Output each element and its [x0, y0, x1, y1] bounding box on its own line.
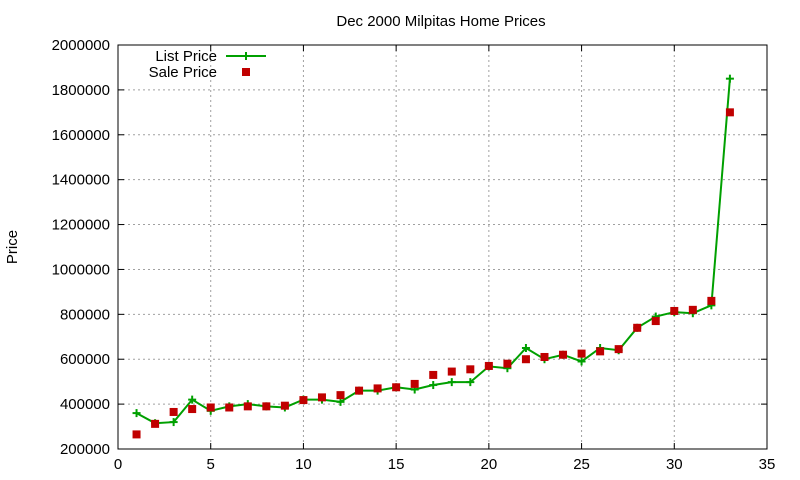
sale-price-point [373, 384, 382, 393]
y-tick-label: 200000 [60, 441, 110, 458]
sale-price-point [410, 379, 419, 388]
list-price-point [188, 395, 197, 404]
y-axis-label: Price [4, 230, 21, 264]
list-price-point [577, 357, 586, 366]
sale-price-point [336, 391, 345, 400]
sale-price-point [466, 365, 475, 374]
sale-price-point [651, 317, 660, 326]
sale-price-point [317, 393, 326, 402]
x-tick-label: 35 [759, 456, 776, 473]
y-tick-label: 1000000 [52, 261, 110, 278]
y-tick-label: 1800000 [52, 82, 110, 99]
sale-price-point [725, 108, 734, 117]
y-tick-label: 1200000 [52, 217, 110, 234]
y-tick-label: 1600000 [52, 127, 110, 144]
x-tick-label: 15 [388, 456, 405, 473]
sale-price-point [355, 386, 364, 395]
sale-price-point [225, 403, 234, 412]
legend-plus-marker [242, 52, 250, 60]
list-price-point [429, 381, 438, 390]
sale-price-point [151, 419, 160, 428]
y-tick-label: 400000 [60, 396, 110, 413]
sale-price-point [559, 350, 568, 359]
sale-price-point [540, 352, 549, 361]
sale-price-point [206, 403, 215, 412]
sale-price-point [132, 430, 141, 439]
list-price-point [336, 397, 345, 406]
y-tick-label: 600000 [60, 351, 110, 368]
list-price-point [132, 409, 141, 418]
grid-lines [118, 45, 767, 449]
sale-price-point [188, 405, 197, 414]
axis-ticks: 0 5 10 15 20 25 30 35 200000 400000 600000 800000 10… [52, 37, 776, 473]
sale-price-point [484, 361, 493, 370]
sale-price-point [596, 347, 605, 356]
x-tick-label: 5 [207, 456, 215, 473]
sale-price-point [633, 323, 642, 332]
sale-price-point [280, 401, 289, 410]
list-price-point [725, 74, 734, 83]
x-tick-label: 10 [295, 456, 312, 473]
sale-price-point [688, 305, 697, 314]
y-tick-label: 1400000 [52, 172, 110, 189]
sale-price-point [614, 345, 623, 354]
legend-square-marker [242, 68, 250, 76]
chart-title: Dec 2000 Milpitas Home Prices [336, 13, 545, 30]
sale-price-point [503, 359, 512, 368]
sale-price-point [429, 370, 438, 379]
sale-price-point [577, 349, 586, 358]
sale-price-point [670, 306, 679, 315]
sale-price-point [707, 296, 716, 305]
x-tick-label: 25 [573, 456, 590, 473]
list-price-point [169, 418, 178, 427]
legend-label: List Price [155, 48, 217, 65]
y-tick-label: 800000 [60, 306, 110, 323]
x-tick-label: 20 [481, 456, 498, 473]
sale-price-point [243, 402, 252, 411]
list-price-point [447, 378, 456, 387]
list-price-point [466, 378, 475, 387]
x-tick-label: 30 [666, 456, 683, 473]
sale-price-point [299, 396, 308, 405]
series-layer [132, 74, 734, 439]
list-price-point [521, 344, 530, 352]
x-tick-label: 0 [114, 456, 122, 473]
sale-price-point [169, 407, 178, 416]
legend-label: Sale Price [149, 64, 217, 81]
y-tick-label: 2000000 [52, 37, 110, 54]
sale-price-point [521, 355, 530, 364]
sale-price-point [262, 402, 271, 411]
plot-frame [117, 44, 768, 450]
sale-price-point [392, 383, 401, 392]
sale-price-point [447, 367, 456, 376]
